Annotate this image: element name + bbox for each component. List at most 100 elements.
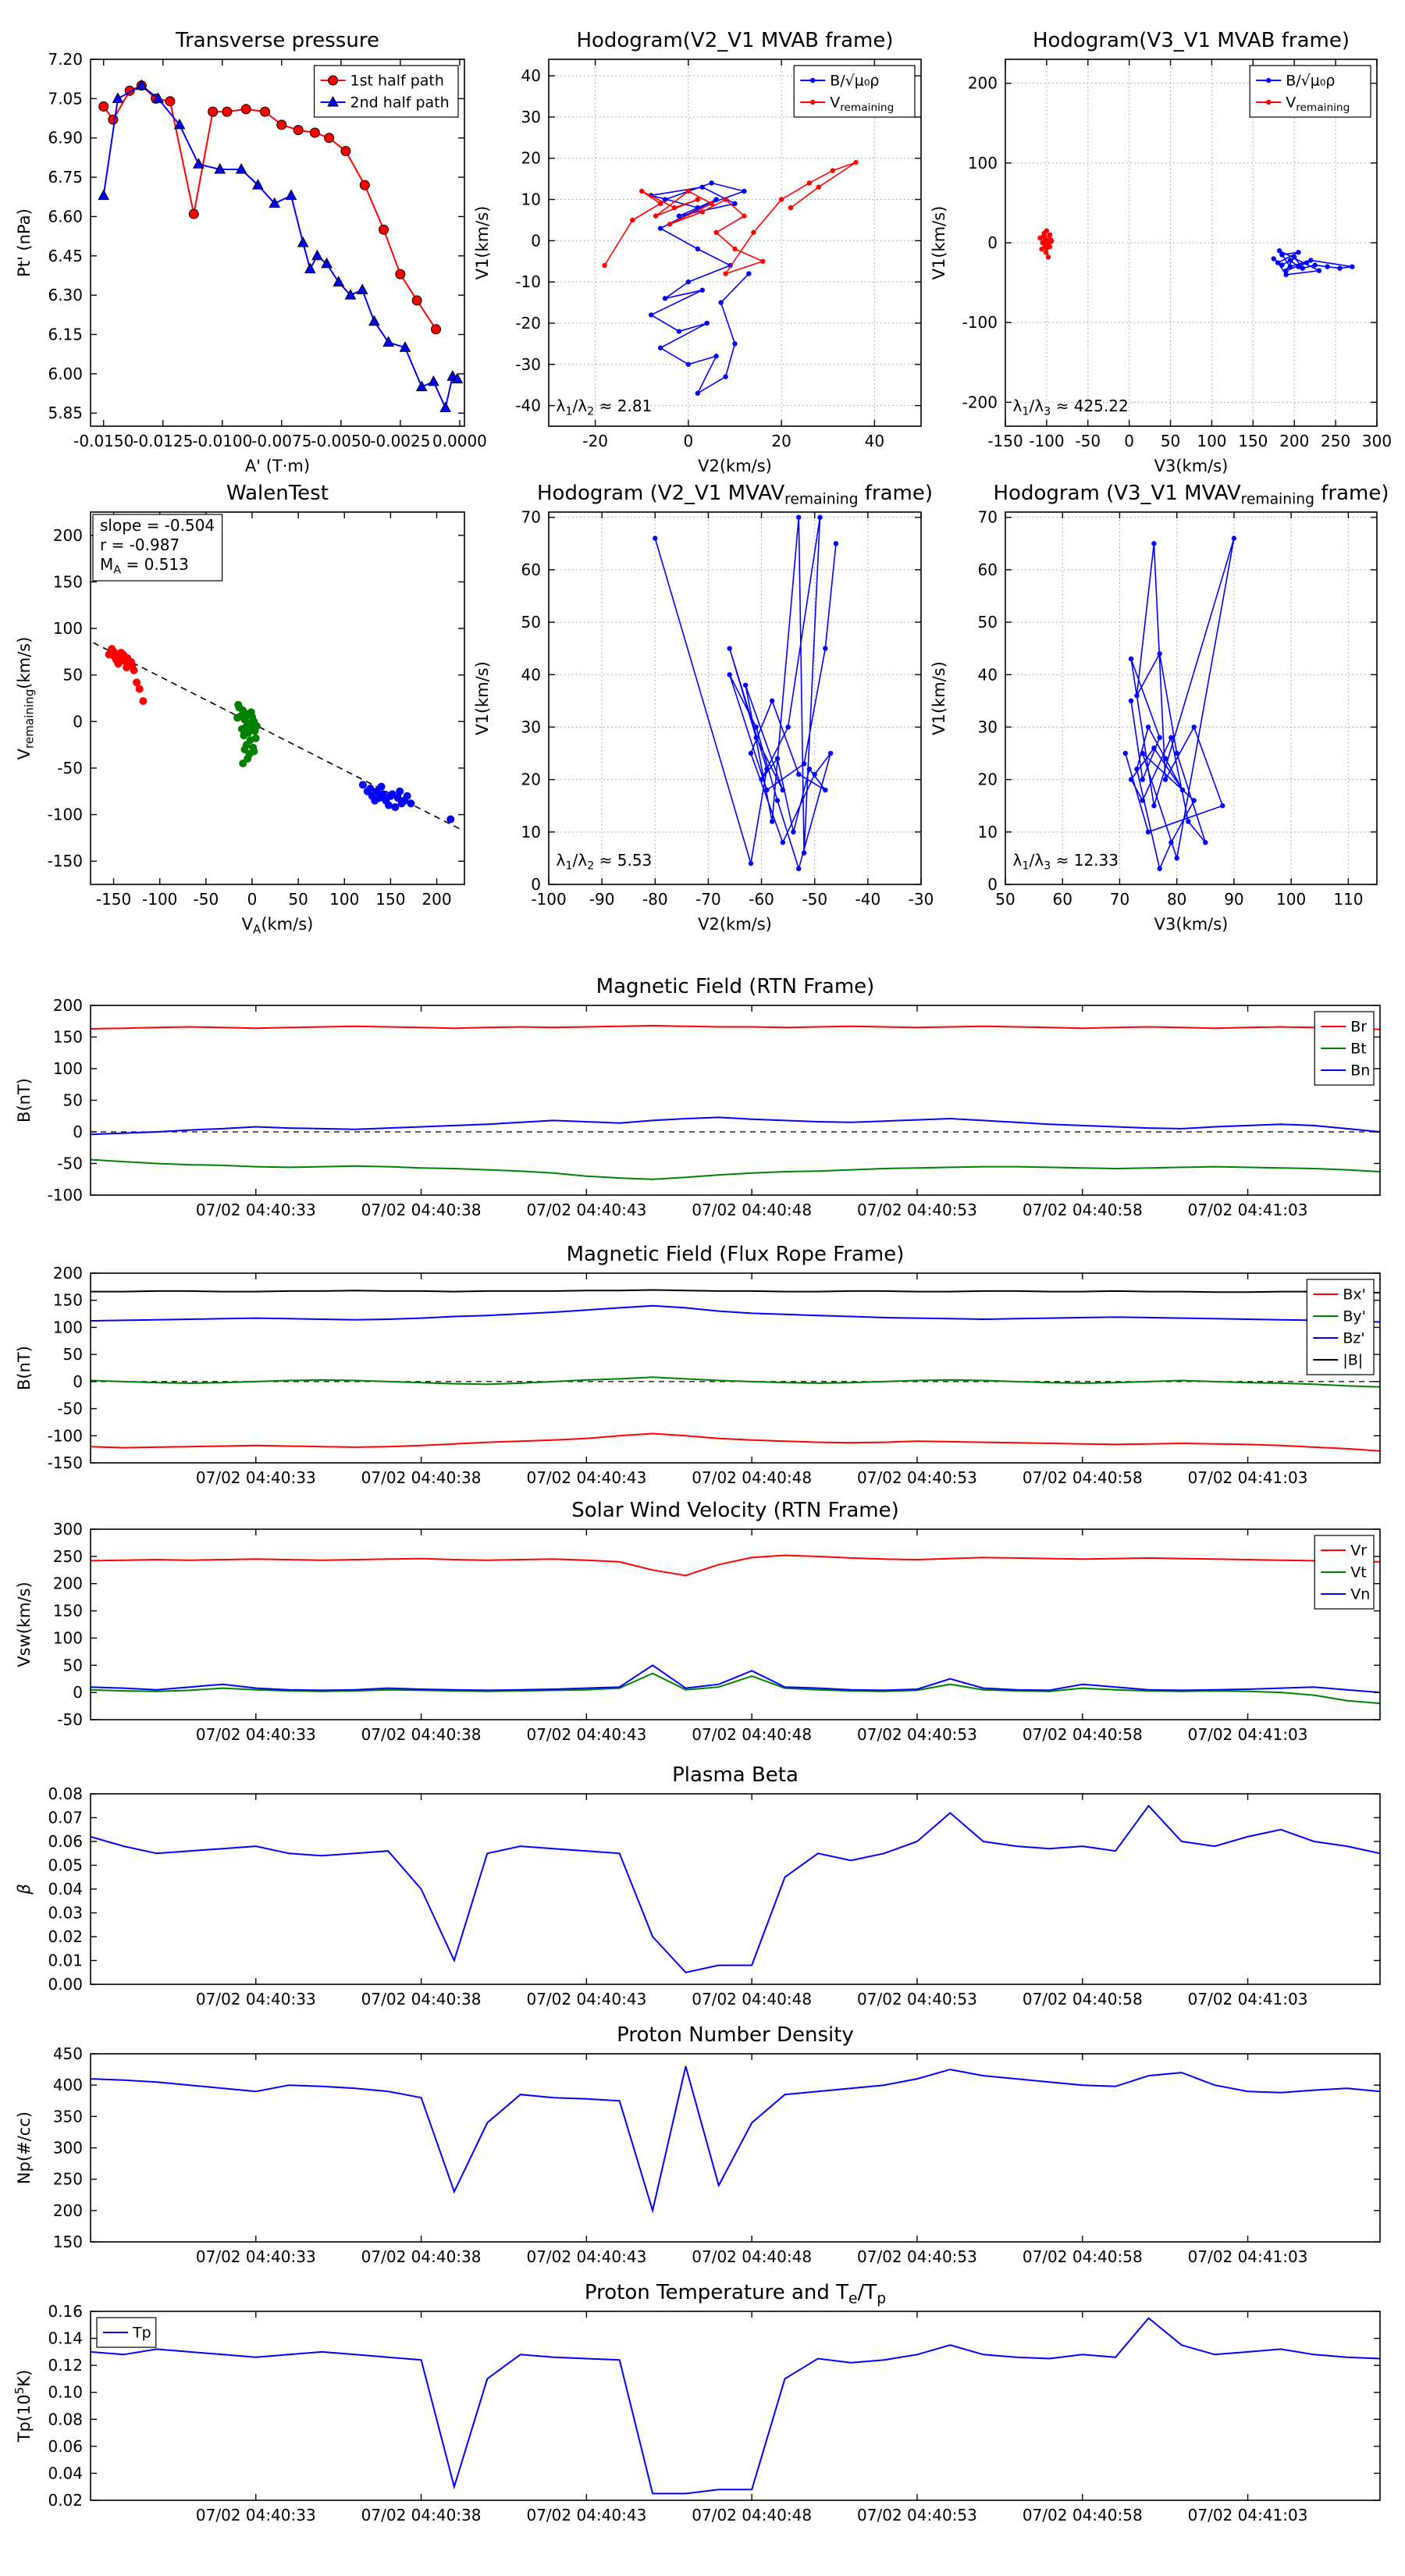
svg-text:-40: -40 [515, 397, 541, 415]
svg-text:-50: -50 [57, 1400, 83, 1418]
svg-text:200: 200 [53, 1574, 83, 1593]
svg-text:Tp: Tp [132, 2325, 151, 2342]
panel-proton-temperature: 07/02 04:40:33 07/02 04:40:38 07/02 04:40:… [12, 2281, 1381, 2524]
svg-text:07/02 04:40:33: 07/02 04:40:33 [196, 1990, 316, 2008]
svg-text:07/02 04:40:43: 07/02 04:40:43 [526, 1201, 646, 1219]
svg-text:-10: -10 [515, 272, 541, 291]
svg-text:λ1/λ2 ≈ 5.53: λ1/λ2 ≈ 5.53 [557, 851, 653, 872]
svg-text:0: 0 [987, 233, 998, 252]
svg-text:λ1/λ2 ≈ 2.81: λ1/λ2 ≈ 2.81 [557, 397, 653, 418]
svg-text:50: 50 [995, 890, 1015, 909]
svg-text:07/02 04:40:38: 07/02 04:40:38 [361, 1725, 482, 1744]
svg-text:07/02 04:41:03: 07/02 04:41:03 [1188, 1990, 1308, 2008]
svg-text:07/02 04:41:03: 07/02 04:41:03 [1188, 1201, 1308, 1219]
svg-text:07/02 04:40:48: 07/02 04:40:48 [692, 2506, 812, 2524]
svg-text:slope = -0.504: slope = -0.504 [100, 516, 215, 535]
svg-text:100: 100 [53, 619, 83, 638]
svg-text:A' (T·m): A' (T·m) [245, 457, 310, 475]
svg-text:07/02 04:40:38: 07/02 04:40:38 [361, 1990, 482, 2008]
svg-text:80: 80 [1167, 890, 1186, 909]
svg-text:0.00: 0.00 [48, 1975, 83, 1994]
svg-text:V2(km/s): V2(km/s) [698, 915, 772, 934]
svg-text:07/02 04:40:33: 07/02 04:40:33 [196, 2247, 316, 2266]
svg-text:07/02 04:40:58: 07/02 04:40:58 [1023, 1468, 1143, 1487]
svg-text:0.14: 0.14 [48, 2329, 83, 2348]
panel-transverse-pressure: -0.0150 -0.0125 -0.0100 -0.0075 -0.0050 -0.00… [15, 29, 487, 475]
svg-text:07/02 04:41:03: 07/02 04:41:03 [1188, 2247, 1308, 2266]
svg-text:-150: -150 [48, 1453, 83, 1472]
svg-text:-50: -50 [194, 890, 219, 909]
svg-text:-200: -200 [962, 393, 998, 411]
svg-text:V3(km/s): V3(km/s) [1154, 915, 1229, 934]
svg-text:07/02 04:40:53: 07/02 04:40:53 [857, 1990, 977, 2008]
svg-text:07/02 04:40:43: 07/02 04:40:43 [526, 1468, 646, 1487]
svg-text:07/02 04:40:53: 07/02 04:40:53 [857, 1725, 977, 1744]
svg-text:07/02 04:40:48: 07/02 04:40:48 [692, 2247, 812, 2266]
panel-solar-wind-velocity: 07/02 04:40:33 07/02 04:40:38 07/02 04:40:… [15, 1499, 1381, 1744]
svg-text:100: 100 [968, 154, 998, 173]
svg-text:V1(km/s): V1(km/s) [473, 206, 492, 280]
svg-text:200: 200 [422, 890, 451, 909]
svg-text:100: 100 [53, 1059, 83, 1078]
svg-text:Tp(105K): Tp(105K) [12, 2370, 34, 2443]
svg-text:30: 30 [521, 717, 541, 736]
chart-magnetic-rtn: 07/02 04:40:33 07/02 04:40:38 07/02 04:40:… [15, 975, 1381, 1219]
svg-text:250: 250 [1321, 432, 1350, 450]
svg-text:-60: -60 [749, 890, 774, 909]
svg-text:0.10: 0.10 [48, 2383, 83, 2402]
svg-text:|B|: |B| [1343, 1352, 1363, 1369]
chart-walen-test: -150 -100 -50 0 50 100 150 200 -150 -100 -50 0 50 100… [15, 482, 465, 937]
chart-magnetic-fluxrope: 07/02 04:40:33 07/02 04:40:38 07/02 04:40:… [15, 1243, 1381, 1487]
svg-text:150: 150 [53, 1291, 83, 1310]
svg-text:-40: -40 [855, 890, 881, 909]
svg-text:V2(km/s): V2(km/s) [698, 457, 772, 475]
svg-text:7.05: 7.05 [48, 89, 83, 108]
svg-text:50: 50 [978, 613, 998, 632]
svg-text:07/02 04:40:38: 07/02 04:40:38 [361, 2247, 482, 2266]
svg-text:0.08: 0.08 [48, 2410, 83, 2428]
svg-text:6.90: 6.90 [48, 129, 83, 148]
svg-text:07/02 04:40:48: 07/02 04:40:48 [692, 1725, 812, 1744]
svg-text:07/02 04:40:38: 07/02 04:40:38 [361, 2506, 482, 2524]
svg-text:Magnetic Field (RTN Frame): Magnetic Field (RTN Frame) [596, 975, 875, 998]
svg-text:400: 400 [53, 2076, 83, 2094]
svg-text:50: 50 [63, 1091, 83, 1110]
svg-text:-0.0150: -0.0150 [73, 432, 133, 450]
svg-text:50: 50 [288, 890, 308, 909]
svg-text:Proton Temperature and Te/Tp: Proton Temperature and Te/Tp [585, 2281, 886, 2307]
svg-text:100: 100 [53, 1628, 83, 1647]
chart-transverse-pressure: -0.0150-0.0125-0.0100-0.0075-0.0050-0.00… [15, 29, 487, 475]
svg-text:Vremaining(km/s): Vremaining(km/s) [15, 637, 37, 760]
svg-text:6.60: 6.60 [48, 207, 83, 226]
svg-text:07/02 04:40:43: 07/02 04:40:43 [526, 2247, 646, 2266]
svg-text:350: 350 [53, 2107, 83, 2126]
svg-text:0.02: 0.02 [48, 1927, 83, 1946]
svg-text:Br: Br [1350, 1019, 1367, 1036]
panel-magnetic-fluxrope: 07/02 04:40:33 07/02 04:40:38 07/02 04:40:… [15, 1243, 1381, 1487]
svg-text:07/02 04:40:33: 07/02 04:40:33 [196, 1201, 316, 1219]
svg-text:20: 20 [771, 432, 791, 450]
svg-text:250: 250 [53, 1547, 83, 1566]
chart-solar-wind-velocity: 07/02 04:40:33 07/02 04:40:38 07/02 04:40:… [15, 1499, 1381, 1744]
svg-text:-70: -70 [695, 890, 721, 909]
svg-text:By': By' [1343, 1308, 1366, 1325]
svg-text:-30: -30 [515, 355, 541, 374]
svg-text:150: 150 [53, 1028, 83, 1047]
svg-text:90: 90 [1224, 890, 1243, 909]
svg-text:20: 20 [978, 770, 998, 789]
svg-text:50: 50 [63, 666, 83, 685]
svg-text:-100: -100 [962, 313, 998, 332]
svg-text:-150: -150 [96, 890, 131, 909]
svg-text:07/02 04:40:33: 07/02 04:40:33 [196, 1725, 316, 1744]
svg-text:-30: -30 [909, 890, 934, 909]
svg-text:-80: -80 [642, 890, 668, 909]
svg-text:-100: -100 [142, 890, 177, 909]
svg-text:-0.0050: -0.0050 [311, 432, 371, 450]
svg-text:40: 40 [521, 665, 541, 684]
svg-text:200: 200 [53, 1264, 83, 1283]
svg-text:07/02 04:40:38: 07/02 04:40:38 [361, 1468, 482, 1487]
svg-text:10: 10 [521, 190, 541, 209]
chart-hodogram-v2v1-mvav: -100 -90 -80 -70 -60 -50 -40 -30 0 10 20 30 40 50 60 70… [473, 482, 934, 934]
svg-text:0.02: 0.02 [48, 2491, 83, 2510]
svg-text:-20: -20 [515, 314, 541, 333]
